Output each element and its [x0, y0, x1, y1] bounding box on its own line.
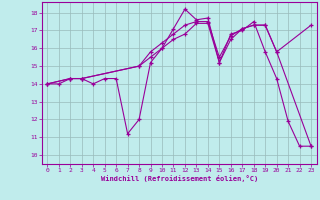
X-axis label: Windchill (Refroidissement éolien,°C): Windchill (Refroidissement éolien,°C)	[100, 175, 258, 182]
